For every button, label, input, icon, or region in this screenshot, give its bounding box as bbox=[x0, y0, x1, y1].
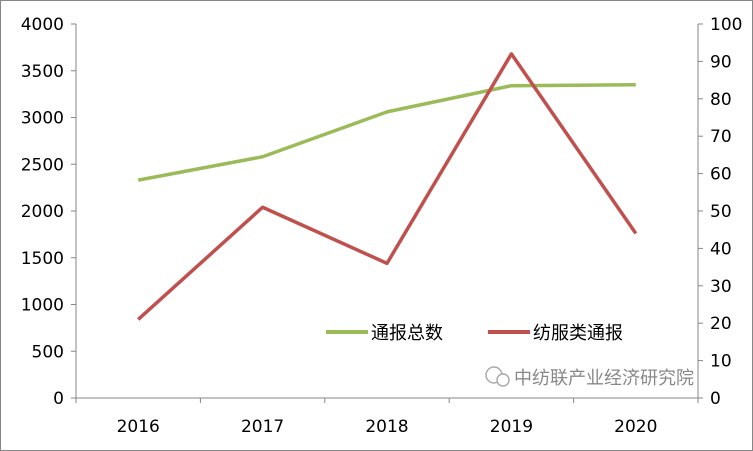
left-tick-label: 0 bbox=[53, 389, 64, 409]
right-tick-label: 40 bbox=[710, 239, 732, 259]
right-tick-label: 10 bbox=[710, 352, 732, 372]
right-tick-label: 30 bbox=[710, 277, 732, 297]
right-tick-label: 60 bbox=[710, 165, 732, 185]
legend-label: 纺服类通报 bbox=[533, 323, 623, 344]
x-tick-label: 2018 bbox=[365, 417, 408, 437]
right-tick-label: 80 bbox=[710, 90, 732, 110]
left-tick-label: 4000 bbox=[21, 15, 64, 35]
x-tick-label: 2017 bbox=[241, 417, 284, 437]
right-tick-label: 70 bbox=[710, 127, 732, 147]
left-tick-label: 2000 bbox=[21, 202, 64, 222]
x-tick-label: 2019 bbox=[490, 417, 533, 437]
right-tick-label: 100 bbox=[710, 15, 742, 35]
x-tick-label: 2016 bbox=[117, 417, 160, 437]
right-tick-label: 0 bbox=[710, 389, 721, 409]
watermark: 中纺联产业经济研究院 bbox=[485, 366, 694, 389]
right-tick-label: 90 bbox=[710, 52, 732, 72]
wechat-icon-bubble bbox=[496, 373, 510, 387]
axes: 0 500 1000 1500 2000 2500 3000 3500 4000 0 10 20 30 4… bbox=[21, 15, 743, 437]
left-tick-label: 1500 bbox=[21, 249, 64, 269]
left-tick-label: 3500 bbox=[21, 62, 64, 82]
right-tick-label: 50 bbox=[710, 202, 732, 222]
legend-label: 通报总数 bbox=[371, 323, 443, 344]
watermark-text: 中纺联产业经济研究院 bbox=[514, 368, 694, 389]
left-tick-label: 1000 bbox=[21, 296, 64, 316]
x-tick-label: 2020 bbox=[614, 417, 657, 437]
left-tick-label: 500 bbox=[32, 342, 64, 362]
series-lines bbox=[137, 52, 638, 321]
right-tick-label: 20 bbox=[710, 314, 732, 334]
left-tick-label: 3000 bbox=[21, 109, 64, 129]
legend: 通报总数 纺服类通报 bbox=[326, 323, 623, 344]
left-tick-label: 2500 bbox=[21, 155, 64, 175]
